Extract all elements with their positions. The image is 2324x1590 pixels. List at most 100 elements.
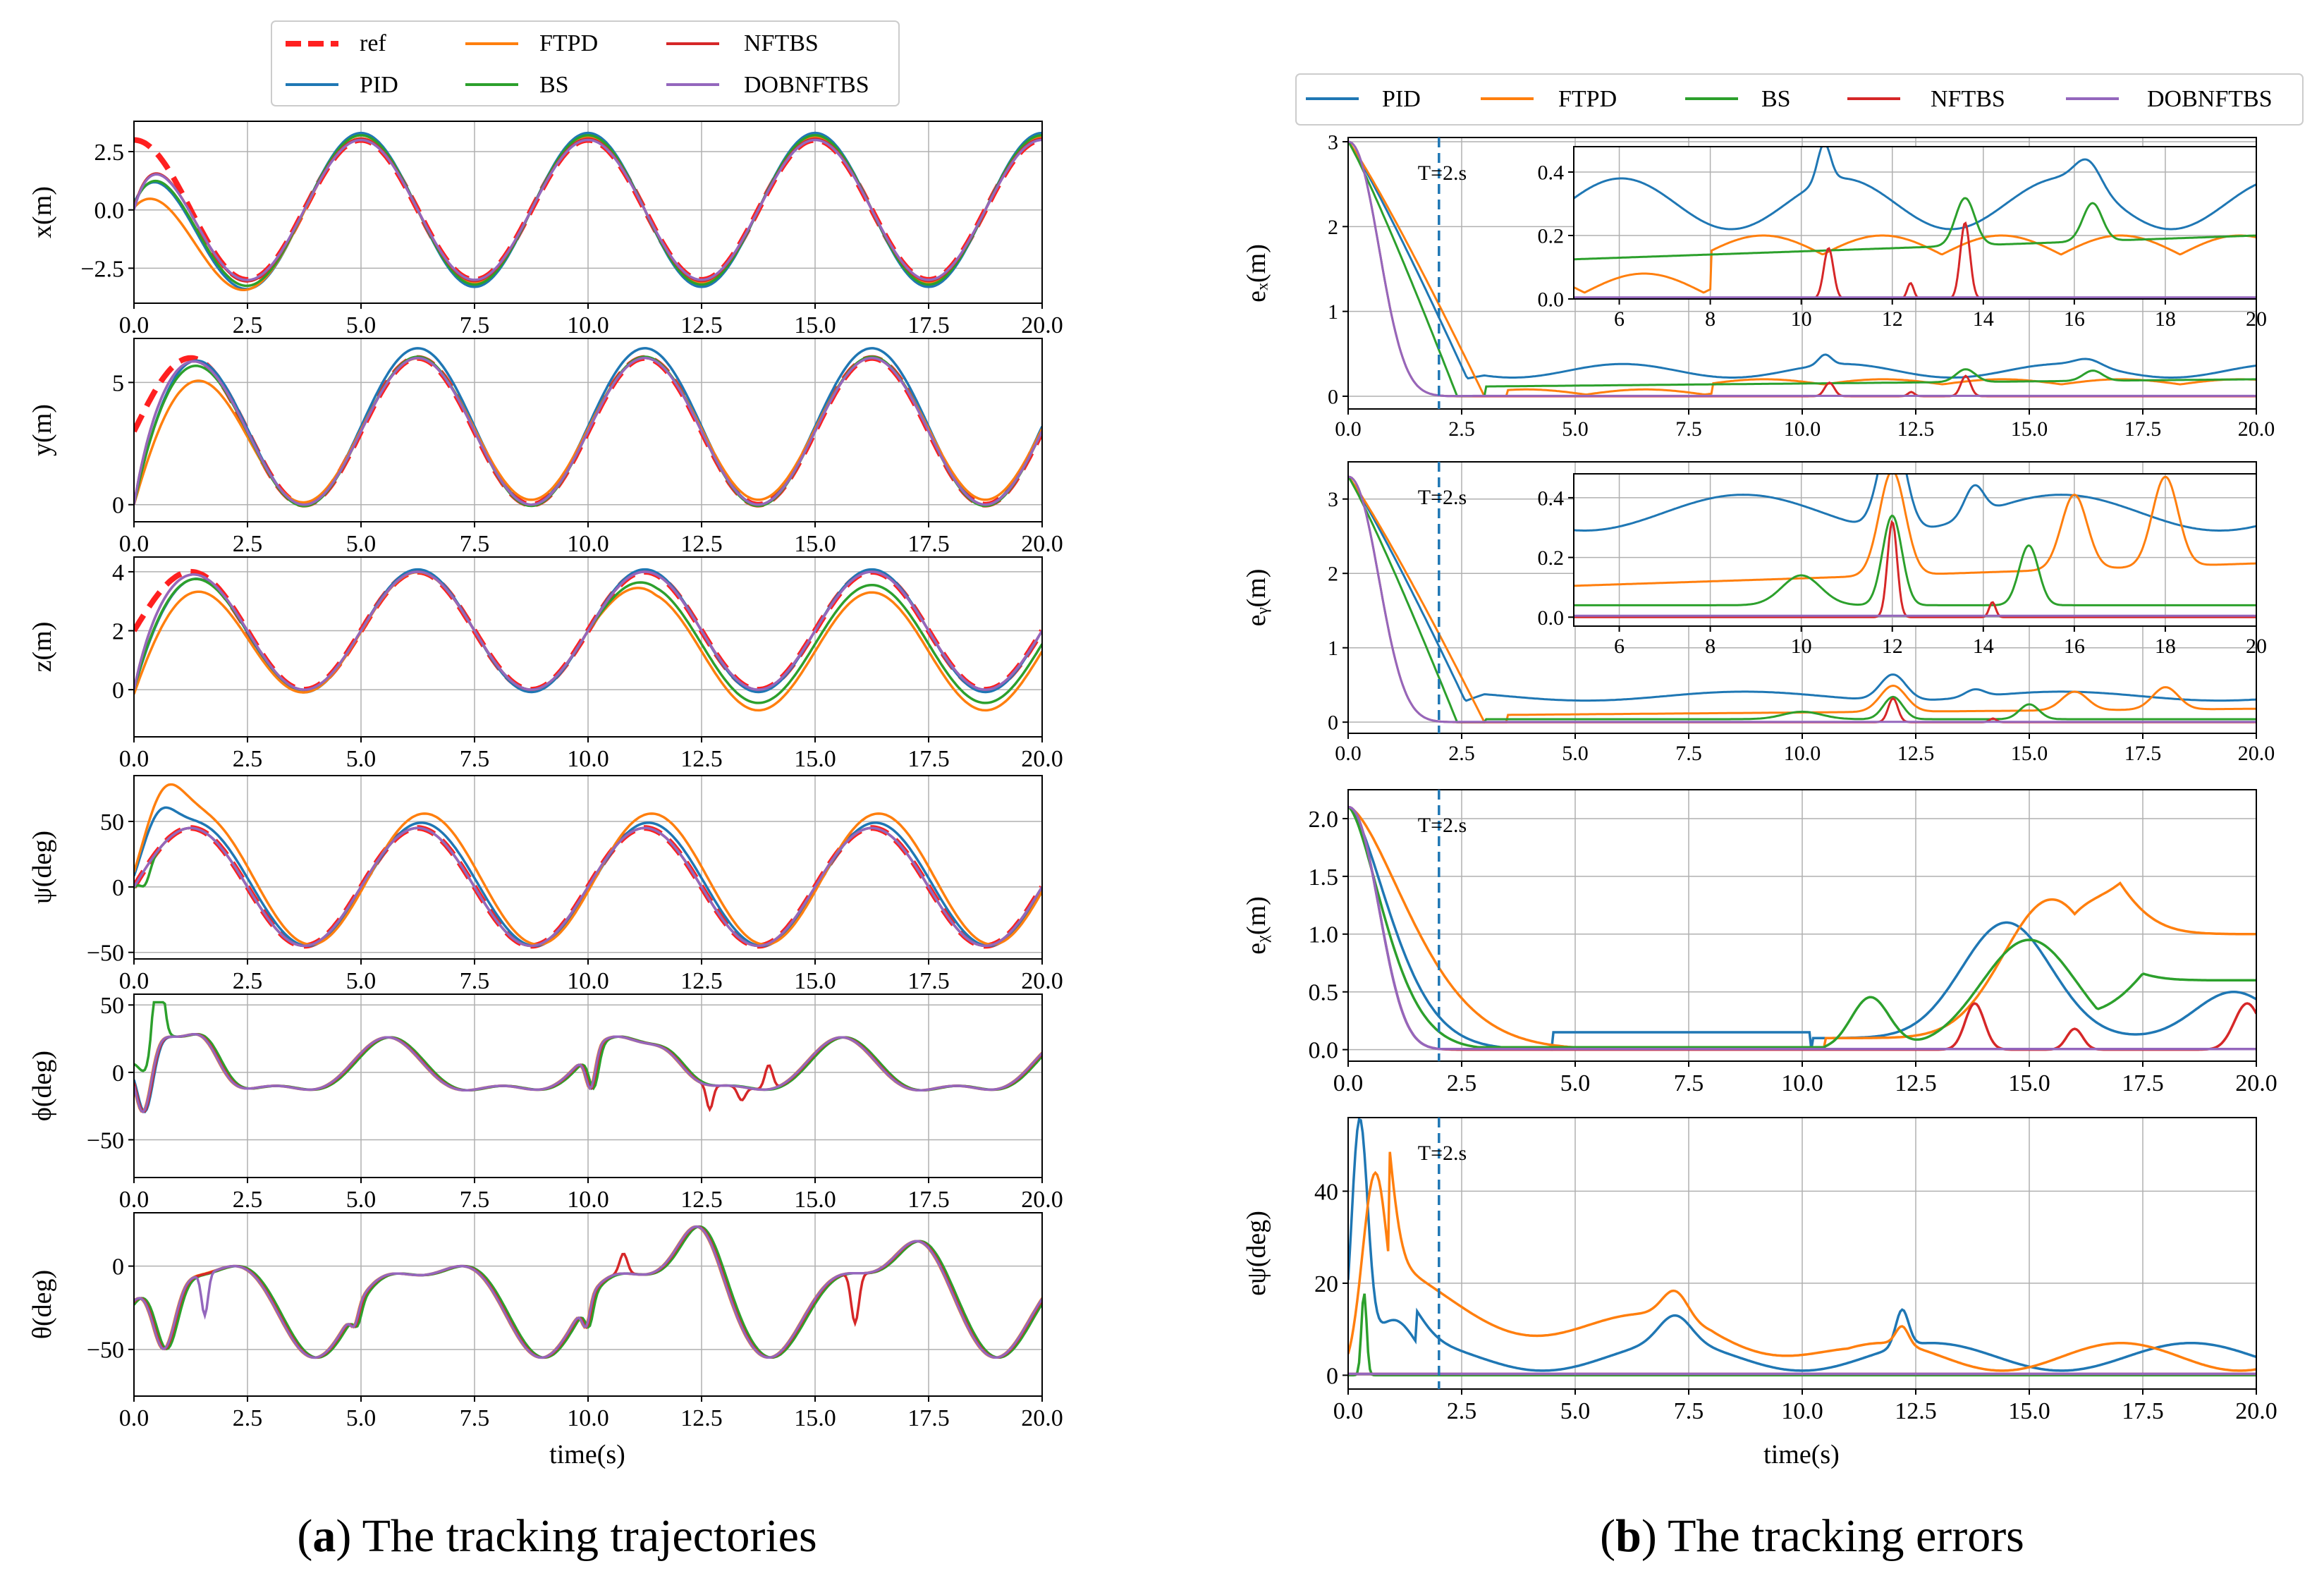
x-axis-label-left: time(s) <box>549 1440 625 1469</box>
x-tick-label: 12.5 <box>680 531 723 557</box>
y-tick-label: 50 <box>100 993 124 1019</box>
x-tick-label: 5.0 <box>346 746 377 772</box>
x-tick-label: 15.0 <box>2008 1398 2050 1424</box>
x-tick-label: 10.0 <box>567 968 609 994</box>
y-tick-label: −50 <box>87 941 124 967</box>
x-tick-label: 7.5 <box>460 968 490 994</box>
legend-right: PID FTPD BS NFTBS DOBNFTBS <box>1295 73 2304 126</box>
x-tick-label: 10.0 <box>567 531 609 557</box>
series-line-dobnftbs <box>134 1225 1042 1359</box>
y-axis-label: eₓ(m) <box>1242 244 1271 302</box>
y-tick-label: 5 <box>112 370 124 396</box>
x-tick-label: 10.0 <box>1781 1398 1823 1424</box>
subplot-x: 0.0 2.5 5.0 7.5 10.0 12.5 15.0 17.5 20.0 −2.5 0.0 2… <box>27 121 1063 338</box>
x-tick-label: 20.0 <box>1021 531 1063 557</box>
x-tick-label: 7.5 <box>1675 417 1702 441</box>
series-group <box>1348 805 2256 1051</box>
subplot-ex: 0.0 2.5 5.0 7.5 10.0 12.5 15.0 17.5 20.00123eₓ(m… <box>1242 131 2275 441</box>
x-tick-label: 15.0 <box>794 1187 836 1213</box>
subplot-y: 0.0 2.5 5.0 7.5 10.0 12.5 15.0 17.5 20.0 0 5 y(m) <box>27 338 1063 557</box>
legend-label: BS <box>1761 86 1791 112</box>
series-group <box>1574 474 2256 618</box>
x-tick-label: 0.0 <box>1335 417 1362 441</box>
x-tick-label: 7.5 <box>1674 1070 1704 1096</box>
x-tick-label: 10.0 <box>567 1405 609 1431</box>
y-tick-label: 50 <box>100 809 124 836</box>
series-line-bs <box>1574 514 2256 606</box>
x-tick-label: 0.0 <box>119 1187 149 1213</box>
x-tick-label: 20 <box>2246 635 2267 658</box>
caption-left: (a) The tracking trajectories <box>297 1510 817 1562</box>
legend-label: PID <box>360 72 398 98</box>
y-tick-label: 20 <box>1314 1271 1338 1297</box>
y-tick-label: 1.5 <box>1309 864 1339 891</box>
legend-left: ref PID FTPD BS NFTBS DOBNFTBS <box>271 20 900 106</box>
y-axis-label: z(m) <box>27 622 57 673</box>
y-tick-label: −2.5 <box>80 256 124 282</box>
x-tick-label: 16 <box>2064 307 2085 331</box>
y-tick-label: 0 <box>112 493 124 519</box>
x-tick-label: 10.0 <box>567 746 609 772</box>
x-tick-label: 15.0 <box>2011 417 2048 441</box>
x-tick-label: 2.5 <box>233 968 263 994</box>
series-group <box>134 1001 1042 1114</box>
plots: 0.0 2.5 5.0 7.5 10.0 12.5 15.0 17.5 20.0−2.50.02… <box>27 121 2277 1431</box>
y-tick-label: 0 <box>1328 711 1338 735</box>
x-tick-label: 12.5 <box>1897 417 1935 441</box>
x-tick-label: 2.5 <box>1447 1398 1477 1424</box>
y-tick-label: 0.0 <box>94 198 125 224</box>
time-marker-label: T=2.s <box>1418 814 1467 837</box>
y-axis-label: ϕ(deg) <box>27 1051 57 1121</box>
subplot-theta: 0.0 2.5 5.0 7.5 10.0 12.5 15.0 17.5 20.0 −50 0 θ(de… <box>27 1212 1063 1431</box>
x-tick-label: 18 <box>2155 635 2176 658</box>
x-tick-label: 10 <box>1791 635 1812 658</box>
subplot-phi: 0.0 2.5 5.0 7.5 10.0 12.5 15.0 17.5 20.0 −50 0 50 ϕ(… <box>27 993 1063 1213</box>
y-axis-label: x(m) <box>27 186 57 238</box>
x-tick-label: 12 <box>1882 307 1903 331</box>
x-tick-label: 20.0 <box>1021 312 1063 338</box>
x-tick-label: 5.0 <box>346 968 377 994</box>
x-tick-label: 7.5 <box>1674 1398 1704 1424</box>
legend-label: NFTBS <box>744 30 819 56</box>
x-tick-label: 12.5 <box>680 968 723 994</box>
x-tick-label: 14 <box>1973 635 1994 658</box>
x-tick-label: 7.5 <box>460 746 490 772</box>
x-tick-label: 5.0 <box>1562 417 1589 441</box>
x-tick-label: 5.0 <box>346 312 377 338</box>
series-group <box>134 131 1042 292</box>
x-tick-label: 10.0 <box>567 1187 609 1213</box>
caption-left-text: The tracking trajectories <box>351 1510 817 1562</box>
series-group <box>1348 140 2256 398</box>
legend-label: DOBNFTBS <box>744 72 869 98</box>
y-tick-label: 0.0 <box>1538 288 1565 312</box>
x-tick-label: 2.5 <box>233 531 263 557</box>
x-tick-label: 17.5 <box>907 531 950 557</box>
x-tick-label: 0.0 <box>119 531 149 557</box>
y-tick-label: 1 <box>1328 637 1338 660</box>
x-tick-label: 5.0 <box>346 1187 377 1213</box>
x-tick-label: 7.5 <box>460 312 490 338</box>
y-tick-label: 3 <box>1328 131 1338 154</box>
x-tick-label: 20.0 <box>1021 746 1063 772</box>
x-tick-label: 12.5 <box>1895 1398 1937 1424</box>
x-tick-label: 0.0 <box>119 312 149 338</box>
series-line-dobnftbs <box>134 570 1042 691</box>
x-tick-label: 15.0 <box>2011 742 2048 765</box>
x-tick-label: 17.5 <box>907 968 950 994</box>
x-tick-label: 17.5 <box>907 1405 950 1431</box>
series-line-pid <box>1348 476 2256 702</box>
subplot-epsi: 0.0 2.5 5.0 7.5 10.0 12.5 15.0 17.5 20.0 0 20 40 eψ(… <box>1242 1117 2277 1424</box>
y-tick-label: 0.4 <box>1538 487 1565 510</box>
y-tick-label: 1 <box>1328 300 1338 324</box>
caption-right: (b) The tracking errors <box>1600 1510 2024 1562</box>
x-tick-label: 7.5 <box>460 531 490 557</box>
x-tick-label: 12.5 <box>680 746 723 772</box>
series-group <box>1348 1118 2256 1377</box>
x-tick-label: 17.5 <box>2122 1398 2164 1424</box>
series-group <box>1348 475 2256 723</box>
series-line-dobnftbs <box>134 826 1042 948</box>
y-tick-label: 2 <box>1328 216 1338 239</box>
inset-ex: 6 8 10 12 14 16 18 20 0.0 0.2 0.4 <box>1538 146 2267 331</box>
x-tick-label: 15.0 <box>794 312 836 338</box>
x-tick-label: 17.5 <box>907 746 950 772</box>
